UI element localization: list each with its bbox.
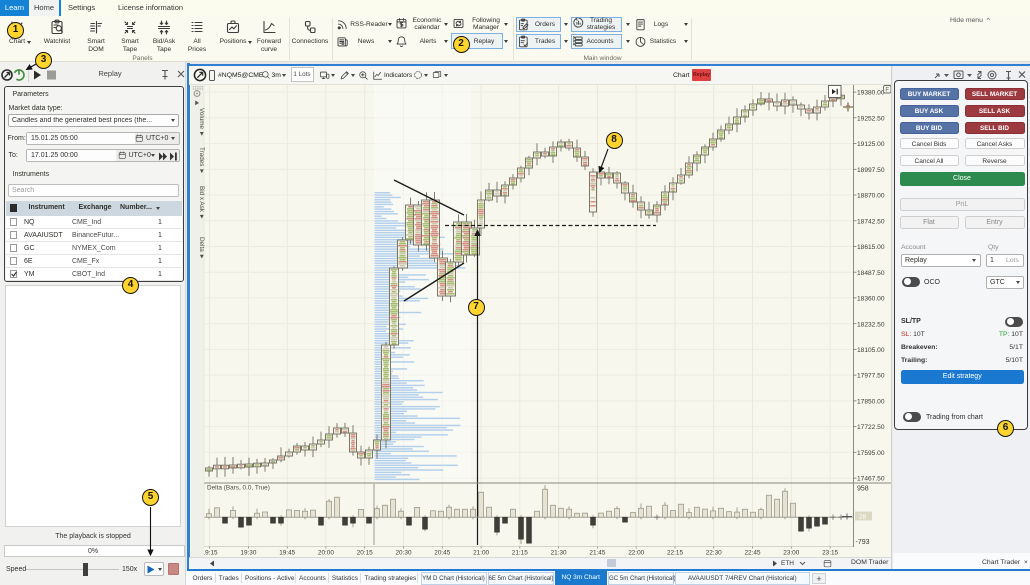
svg-text:18615.00: 18615.00	[857, 244, 885, 251]
svg-text:20:45: 20:45	[434, 550, 450, 557]
svg-text:18105.00: 18105.00	[857, 347, 885, 354]
svg-text:-793: -793	[856, 539, 870, 546]
svg-text:18997.50: 18997.50	[857, 167, 885, 174]
svg-text:21:30: 21:30	[551, 550, 567, 557]
svg-text:22:45: 22:45	[745, 550, 761, 557]
svg-text:17850.00: 17850.00	[857, 399, 885, 406]
svg-text:Bid x Ask ►: Bid x Ask ►	[198, 186, 205, 220]
svg-text:Volume ►: Volume ►	[198, 108, 205, 137]
svg-text:18360.00: 18360.00	[857, 296, 885, 303]
svg-text:22:15: 22:15	[667, 550, 683, 557]
svg-text:23:00: 23:00	[783, 550, 799, 557]
svg-text:20:00: 20:00	[318, 550, 334, 557]
svg-text:Delta ►: Delta ►	[198, 237, 205, 260]
svg-text:F: F	[885, 88, 889, 94]
svg-text:19252.50: 19252.50	[857, 115, 885, 122]
svg-text:21:00: 21:00	[473, 550, 489, 557]
svg-text:18232.50: 18232.50	[857, 321, 885, 328]
svg-text:958: 958	[857, 486, 869, 493]
svg-text:20:15: 20:15	[357, 550, 373, 557]
svg-text:21:15: 21:15	[512, 550, 528, 557]
svg-text:Delta (Bars, 0.0, True): Delta (Bars, 0.0, True)	[207, 485, 270, 492]
svg-text:23:15: 23:15	[822, 550, 838, 557]
svg-text:22:30: 22:30	[706, 550, 722, 557]
svg-text:28: 28	[859, 514, 867, 521]
svg-text:19380.00: 19380.00	[857, 90, 885, 97]
svg-text:Trades ►: Trades ►	[198, 147, 205, 174]
svg-text:19:15: 19:15	[202, 550, 218, 557]
svg-text:18487.50: 18487.50	[857, 270, 885, 277]
svg-text:19:45: 19:45	[279, 550, 295, 557]
svg-text:19125.00: 19125.00	[857, 141, 885, 148]
svg-text:17595.00: 17595.00	[857, 450, 885, 457]
svg-text:20:30: 20:30	[396, 550, 412, 557]
svg-text:19:30: 19:30	[240, 550, 256, 557]
svg-text:18870.00: 18870.00	[857, 193, 885, 200]
svg-text:17977.50: 17977.50	[857, 373, 885, 380]
svg-text:22:00: 22:00	[628, 550, 644, 557]
svg-text:17722.50: 17722.50	[857, 424, 885, 431]
svg-text:18742.50: 18742.50	[857, 218, 885, 225]
svg-text:17467.50: 17467.50	[857, 476, 885, 483]
svg-text:21:45: 21:45	[589, 550, 605, 557]
